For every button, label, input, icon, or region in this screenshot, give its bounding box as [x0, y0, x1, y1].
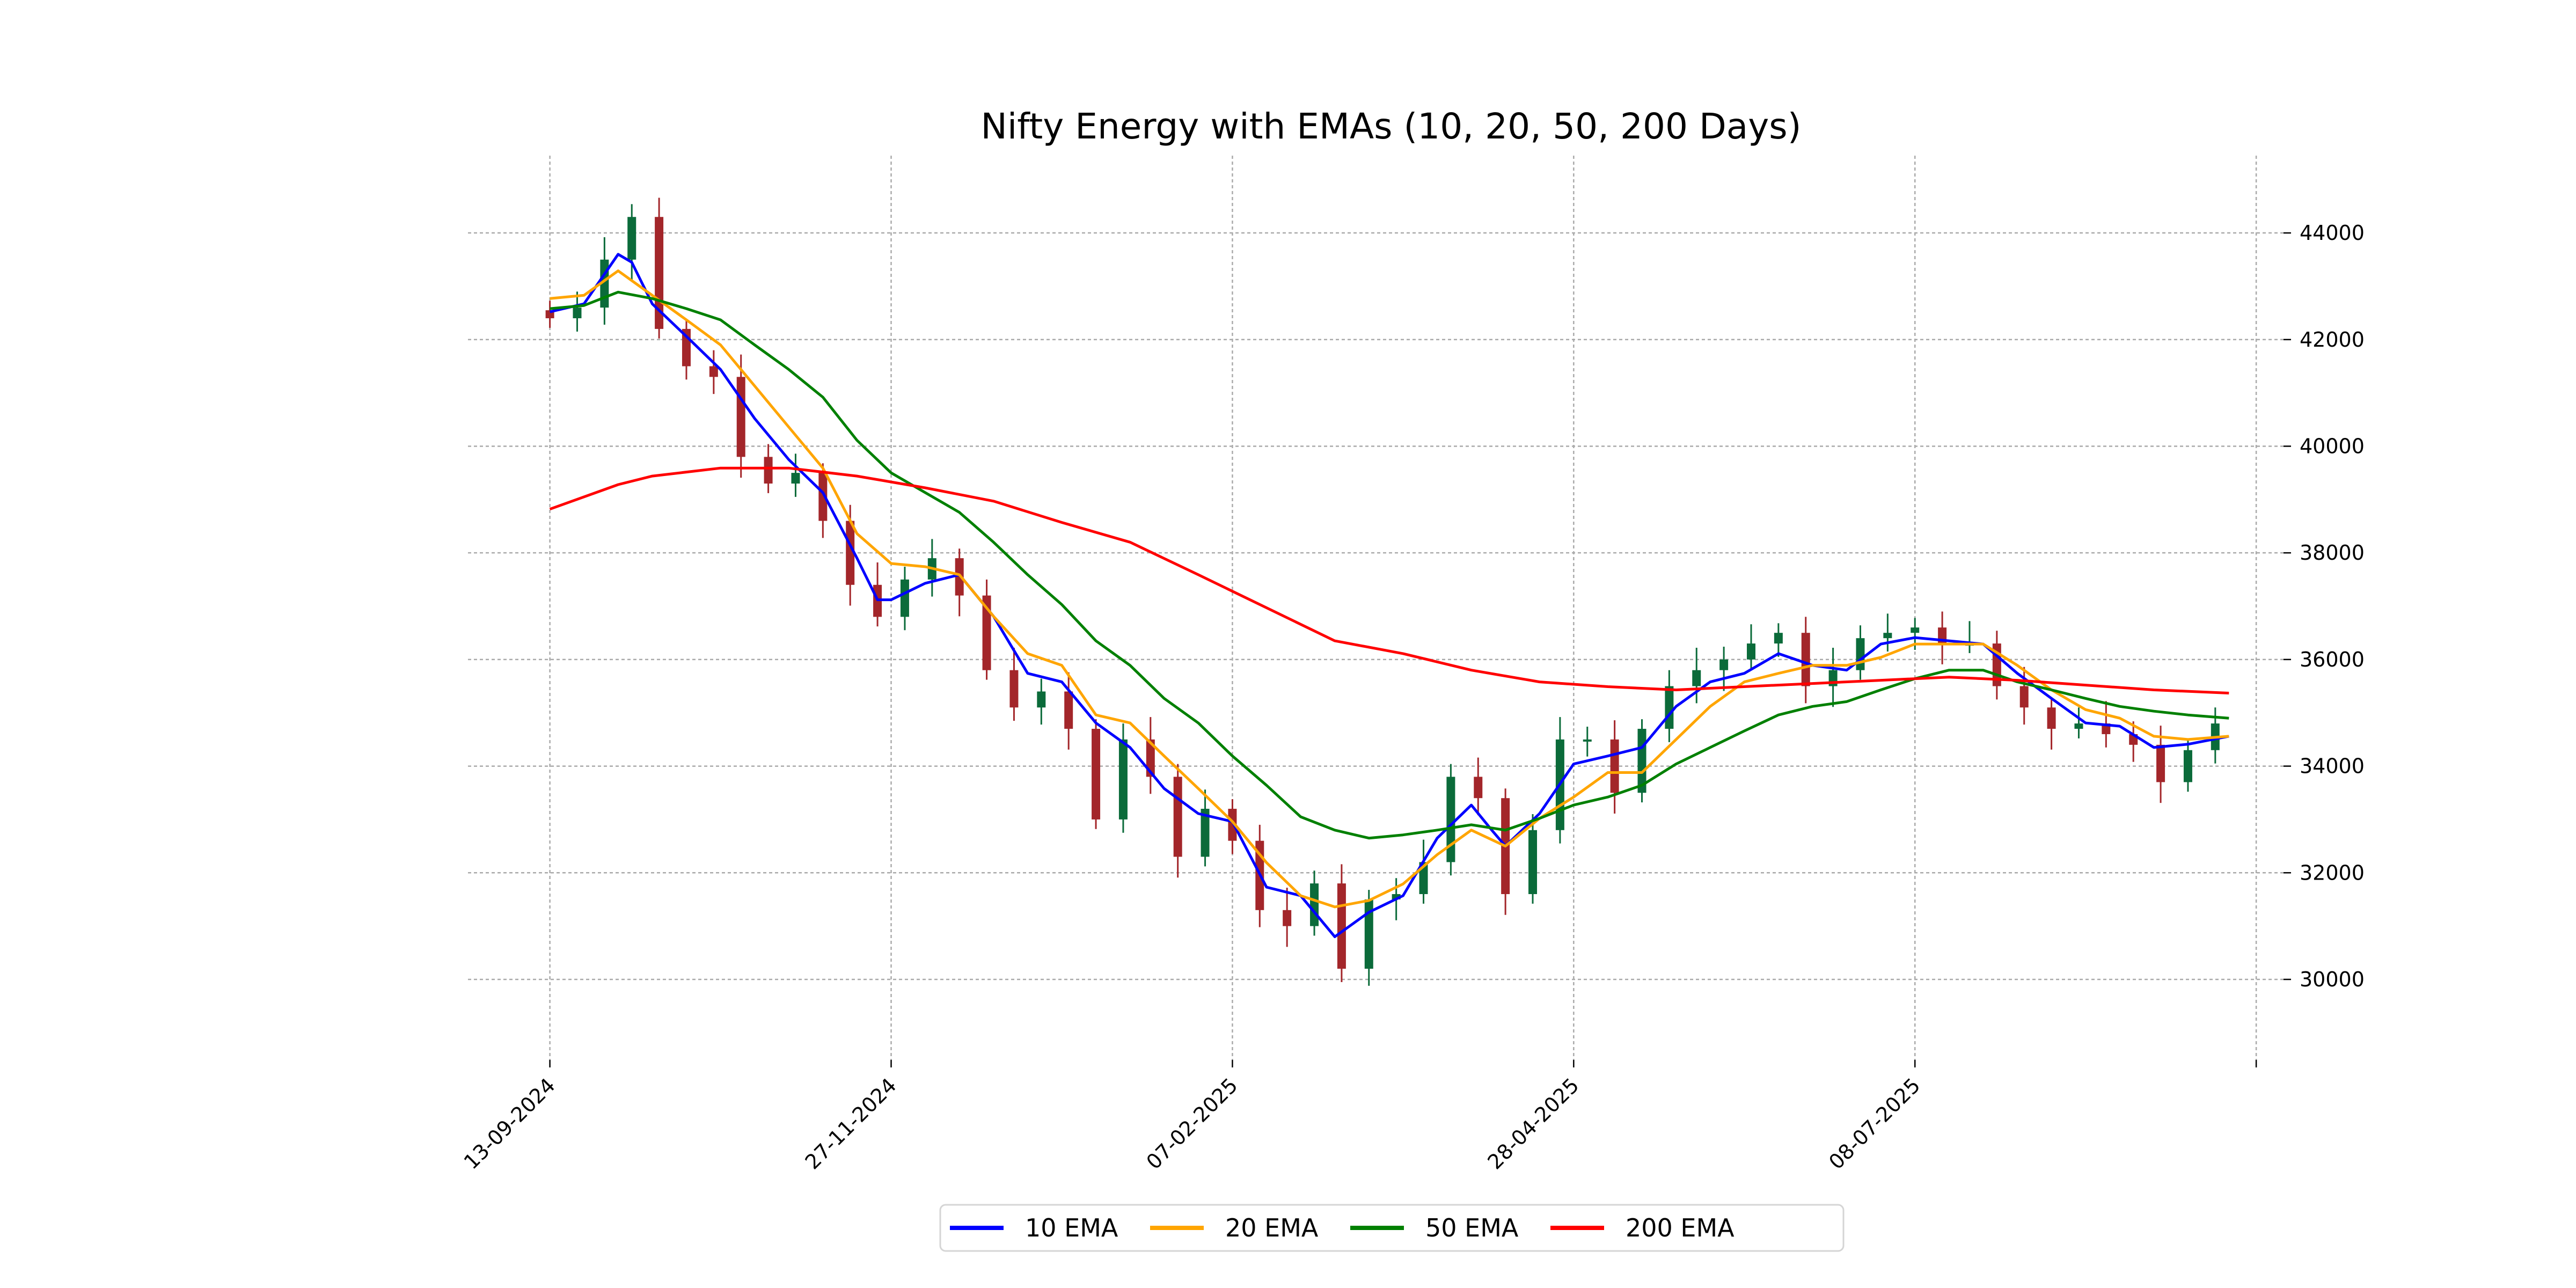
series-line-20-ema — [550, 269, 2229, 909]
candle-body — [1856, 638, 1865, 670]
series-line-50-ema — [550, 290, 2229, 840]
candle-body — [764, 457, 773, 484]
candle-body — [1283, 910, 1292, 926]
candle-body — [1419, 862, 1428, 895]
candle-body — [955, 558, 964, 596]
candle-body — [1474, 777, 1483, 799]
candle-body — [1337, 883, 1346, 969]
candle-body — [709, 366, 718, 377]
candle-body — [1583, 739, 1592, 742]
candle-body — [573, 308, 582, 319]
candle-body — [1774, 633, 1783, 644]
candle-body — [1801, 633, 1810, 686]
y-tick-label: 44000 — [2300, 221, 2365, 245]
candle-body — [1118, 739, 1128, 819]
series-line-10-ema — [550, 253, 2229, 938]
y-tick-label: 30000 — [2300, 968, 2365, 991]
candle-body — [1665, 686, 1674, 729]
candle-body — [1746, 643, 1755, 660]
legend-label: 10 EMA — [1025, 1213, 1118, 1242]
candle-body — [1610, 739, 1619, 793]
y-tick-label: 38000 — [2300, 541, 2365, 565]
candle-body — [1446, 777, 1455, 862]
candle-body — [900, 579, 909, 617]
candle-body — [1911, 627, 1920, 633]
candlesticks — [545, 197, 2220, 986]
y-tick-label: 36000 — [2300, 648, 2365, 671]
candle-body — [2047, 707, 2056, 729]
candle-body — [1037, 691, 1046, 708]
candle-body — [2019, 686, 2029, 708]
series-line-200-ema — [549, 466, 2229, 694]
legend-label: 200 EMA — [1626, 1213, 1735, 1242]
candle-body — [1064, 691, 1073, 729]
ema-lines — [549, 253, 2229, 938]
candle-body — [627, 217, 636, 260]
candle-body — [982, 595, 991, 670]
candle-body — [1173, 777, 1182, 857]
candle-body — [2156, 744, 2165, 782]
legend-label: 50 EMA — [1425, 1213, 1519, 1242]
x-tick-label: 27-11-2024 — [801, 1073, 901, 1174]
candle-body — [1201, 809, 1210, 857]
candle-body — [1228, 809, 1237, 841]
candle-body — [1092, 729, 1101, 819]
y-tick-label: 42000 — [2300, 328, 2365, 352]
grid-lines — [468, 156, 2284, 1060]
candle-body — [1528, 830, 1538, 895]
candle-body — [1719, 659, 1729, 670]
candle-body — [1692, 670, 1701, 686]
candle-body — [736, 377, 745, 457]
legend: 10 EMA 20 EMA 50 EMA 200 EMA — [939, 1204, 1845, 1252]
x-tick-label: 13-09-2024 — [459, 1073, 560, 1174]
x-tick-label: 08-07-2025 — [1824, 1073, 1924, 1174]
candle-body — [1392, 894, 1401, 899]
candle-body — [791, 473, 800, 484]
candle-body — [846, 521, 855, 585]
candle-body — [1009, 670, 1019, 708]
candle-body — [1883, 633, 1892, 639]
candle-body — [1310, 883, 1319, 926]
candle-body — [2183, 750, 2192, 782]
y-tick-label: 34000 — [2300, 755, 2365, 778]
chart-title: Nifty Energy with EMAs (10, 20, 50, 200 … — [981, 106, 1802, 147]
x-tick-label: 28-04-2025 — [1483, 1073, 1583, 1174]
x-tick-label: 07-02-2025 — [1142, 1073, 1242, 1174]
legend-label: 20 EMA — [1225, 1213, 1319, 1242]
candle-body — [1364, 899, 1373, 969]
y-tick-label: 40000 — [2300, 434, 2365, 458]
candle-body — [2074, 723, 2083, 729]
candle-body — [818, 473, 828, 521]
y-tick-label: 32000 — [2300, 861, 2365, 884]
